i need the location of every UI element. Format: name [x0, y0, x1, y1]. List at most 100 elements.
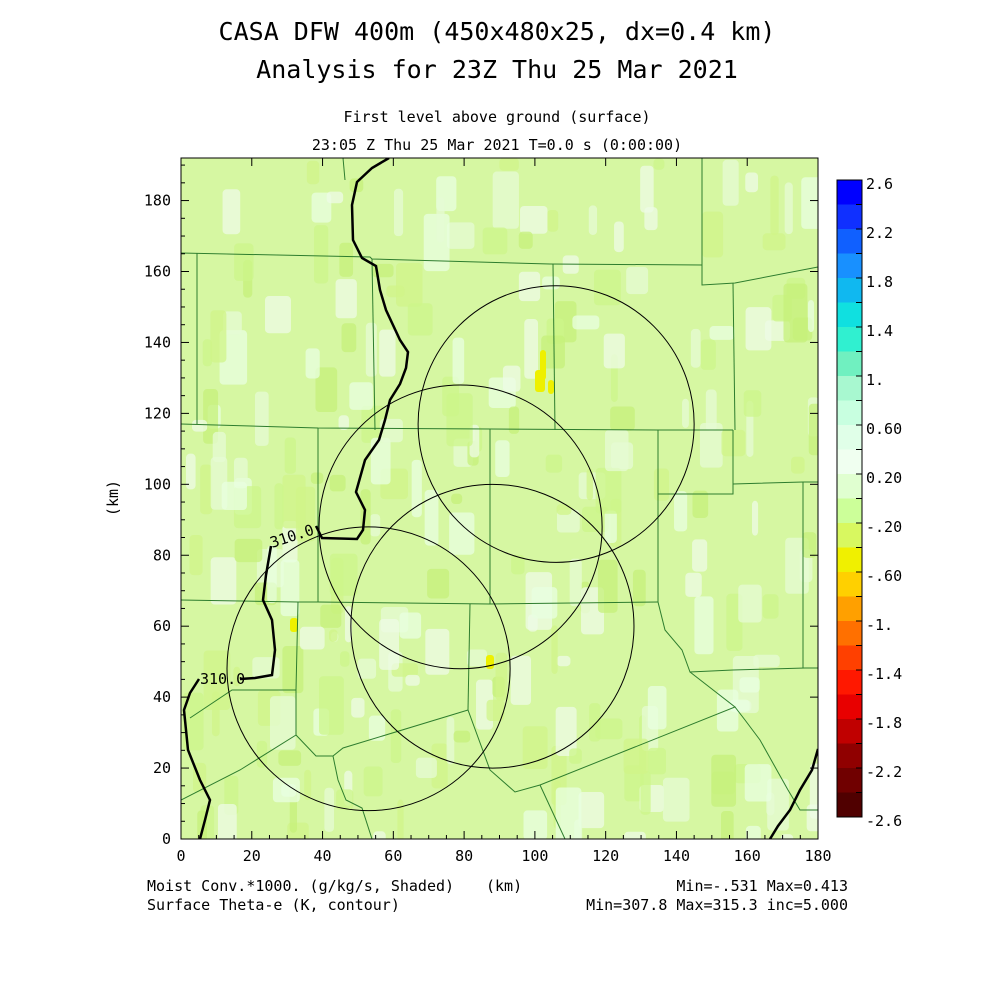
shade-patch — [738, 584, 762, 623]
shade-patch — [338, 415, 349, 430]
shade-patch — [264, 296, 291, 334]
shade-patch — [203, 389, 219, 444]
shade-patch — [594, 269, 621, 306]
shade-patch — [556, 655, 571, 667]
shade-patch — [751, 500, 759, 536]
footer-shaded-range: Min=-.531 Max=0.413 — [676, 877, 848, 895]
shade-patch — [466, 649, 488, 667]
shade-patch — [640, 165, 654, 213]
colorbar-swatch — [837, 327, 862, 352]
shade-patch — [784, 182, 793, 235]
chart-subtitle-level: First level above ground (surface) — [343, 108, 650, 126]
shade-patch — [425, 628, 450, 675]
shade-patch — [217, 803, 237, 839]
shade-patch — [399, 612, 422, 639]
shade-patch — [722, 159, 739, 206]
shade-patch — [357, 658, 377, 679]
shade-patch — [311, 192, 332, 223]
shade-patch — [329, 474, 346, 492]
shade-patch — [185, 453, 196, 490]
colorbar-label: 1. — [866, 371, 884, 389]
shade-patch — [336, 789, 354, 810]
colorbar-label: 2.6 — [866, 175, 893, 193]
x-tick-label: 20 — [243, 847, 261, 865]
shade-patch — [219, 330, 248, 385]
shade-patch — [791, 456, 805, 474]
shade-patch — [605, 429, 629, 472]
shade-patch — [449, 512, 475, 555]
shade-patch — [632, 569, 646, 607]
shade-patch — [310, 472, 324, 484]
shade-patch — [299, 626, 325, 650]
colorbar-swatch — [837, 596, 862, 622]
shade-patch — [319, 676, 344, 735]
shade-patch — [809, 763, 818, 819]
county-boundaries — [181, 158, 818, 839]
shade-patch — [482, 227, 508, 255]
shade-patch — [320, 604, 342, 628]
radar-rings — [226, 285, 695, 812]
shade-patch — [556, 504, 572, 515]
shade-patch — [762, 594, 779, 619]
shade-patch — [335, 279, 357, 319]
shade-patch — [492, 171, 519, 229]
shade-patch — [212, 431, 226, 463]
colorbar-label: 1.8 — [866, 273, 893, 291]
shade-patch — [610, 406, 635, 431]
shade-patch — [692, 539, 708, 572]
shade-patch — [624, 831, 646, 839]
shade-patch — [745, 172, 759, 193]
shade-patch — [411, 459, 422, 518]
footer-contour-field: Surface Theta-e (K, contour) — [147, 896, 400, 914]
shade-patch — [282, 646, 304, 694]
shade-patch — [572, 315, 600, 330]
shade-patch — [729, 699, 750, 712]
shade-patch — [510, 655, 532, 705]
shade-patch — [542, 276, 560, 290]
colorbar-label: 1.4 — [866, 322, 893, 340]
shade-patch — [424, 489, 439, 546]
shade-patch — [648, 747, 667, 775]
shade-patch — [540, 350, 546, 380]
colorbar-label: 0.20 — [866, 469, 902, 487]
shade-patch — [368, 715, 386, 741]
shade-patch — [518, 231, 533, 249]
colorbar-label: 2.2 — [866, 224, 893, 242]
shade-patch — [699, 422, 723, 468]
shade-patch — [694, 596, 714, 655]
colorbar-swatch — [837, 621, 862, 646]
shade-patch — [495, 440, 510, 478]
shade-patch — [370, 437, 391, 485]
shade-patch — [801, 177, 818, 229]
shade-patch — [234, 243, 254, 281]
shade-patch — [233, 457, 248, 489]
shade-patch — [802, 532, 817, 558]
shade-patch — [499, 158, 519, 171]
shade-patch — [595, 467, 622, 514]
shade-patch — [709, 326, 735, 340]
x-tick-label: 140 — [663, 847, 690, 865]
colorbar-swatch — [837, 180, 862, 205]
x-tick-label: 0 — [176, 847, 185, 865]
shade-patch — [446, 393, 473, 447]
contour-label-lower: 310.0 — [200, 670, 245, 688]
shade-patch — [653, 468, 670, 501]
shade-patch — [393, 188, 404, 237]
shade-patch — [329, 553, 358, 596]
x-tick-label: 80 — [455, 847, 473, 865]
colorbar-swatch — [837, 229, 862, 254]
shade-patch — [256, 740, 268, 768]
y-axis: 0 20 40 60 80 100 120 140 160 180 — [144, 164, 818, 848]
colorbar-swatch — [837, 351, 862, 377]
colorbar-swatch — [837, 743, 862, 769]
shade-patch — [653, 158, 665, 170]
shade-patch — [770, 175, 779, 236]
shade-patch — [269, 696, 296, 750]
shade-patch — [328, 629, 338, 642]
colorbar-swatch — [837, 572, 862, 597]
y-tick-label: 160 — [144, 263, 171, 281]
shade-patch — [545, 454, 563, 473]
shade-patch — [743, 390, 762, 417]
shade-patch — [341, 323, 357, 353]
footer-shaded-field: Moist Conv.*1000. (g/kg/s, Shaded) — [147, 877, 454, 895]
